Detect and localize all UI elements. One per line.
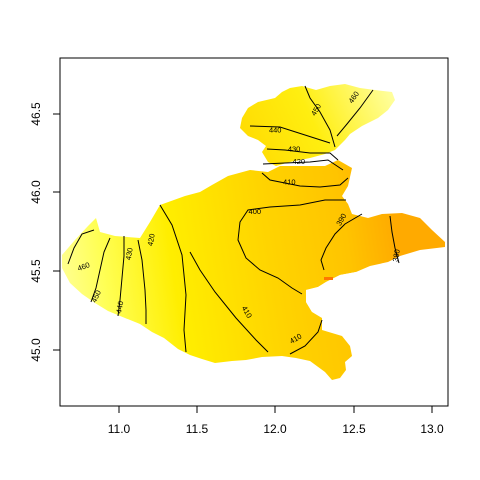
lagoon-water [306,272,360,312]
contour-label-420: 420 [146,233,157,247]
region-polygon-north [240,84,395,166]
y-tick-label: 46.0 [29,180,43,204]
contour-lines [67,85,400,355]
x-tick-label: 13.0 [420,422,444,436]
contour-line-420-west [159,204,187,353]
contour-line-440-north [249,125,331,144]
contour-label-460: 460 [76,260,91,273]
contour-label-420: 420 [293,157,306,166]
contour-line-410-south [289,319,323,355]
contour-line-410-north [261,172,349,188]
region-polygon-main [62,160,445,380]
y-tick-label: 46.5 [29,102,43,126]
contour-line-400 [237,199,346,295]
x-axis [118,405,433,413]
contour-line-380 [389,215,400,264]
contour-line-460-west [67,229,95,265]
x-tick-label: 12.5 [342,422,366,436]
y-tick-label: 45.0 [29,338,43,362]
x-tick-label: 11.5 [186,422,209,436]
contour-line-460-north [336,89,374,137]
contour-label-440: 440 [114,300,125,314]
contour-line-410-central [189,251,269,353]
contour-label-410: 410 [283,177,296,186]
contour-line-430 [266,148,339,161]
y-axis [53,113,61,351]
contour-line-450-north [304,85,336,148]
x-tick-label: 12.0 [263,422,287,436]
region-fill [62,84,445,380]
contour-label-430: 430 [288,145,301,154]
x-tick-label: 11.0 [108,422,131,436]
plot-axes: 11.0 11.5 12.0 12.5 13.0 45.0 45.5 46.0 … [29,57,449,436]
contour-label-380: 380 [391,249,402,263]
contour-line-390 [320,213,363,271]
contour-label-400: 400 [249,207,262,216]
contour-line-430-west [137,239,147,324]
contour-line-420 [262,159,344,171]
river-mouth-patch [324,277,333,280]
contour-line-450-west [90,237,111,303]
contour-label-440: 440 [269,126,282,135]
y-tick-label: 45.5 [29,259,43,283]
contour-labels: 4604504404304204104003903804604504404304… [76,90,402,346]
contour-label-430: 430 [124,247,135,261]
contour-line-440-west [117,236,125,317]
